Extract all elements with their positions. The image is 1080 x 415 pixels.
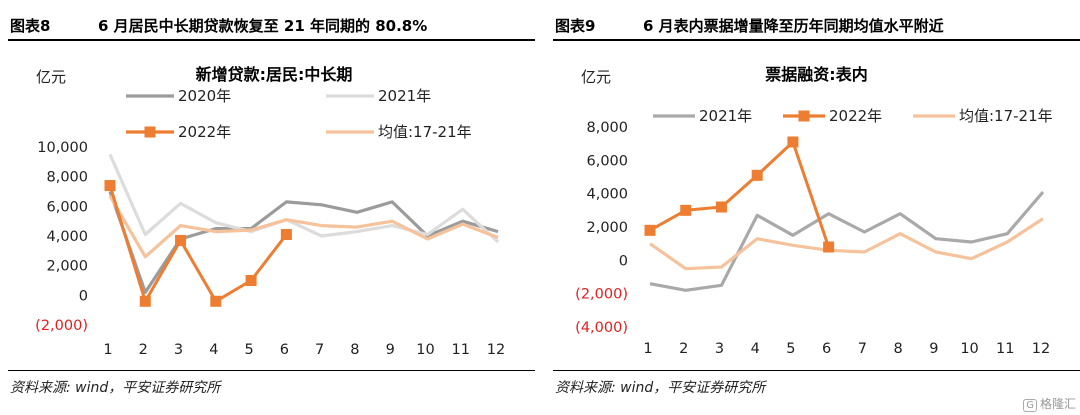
legend-label: 均值:17-21年 — [378, 123, 472, 141]
source-note: 资料来源: wind，平安证券研究所 — [555, 380, 766, 396]
y-tick-label: 6,000 — [586, 153, 628, 169]
x-tick-label: 12 — [487, 342, 505, 358]
divider — [553, 370, 1080, 371]
legend-marker — [798, 110, 810, 122]
x-tick-label: 4 — [751, 341, 760, 357]
data-point — [823, 241, 835, 253]
legend-label: 2022年 — [178, 123, 231, 141]
x-tick-label: 6 — [822, 341, 831, 357]
x-tick-label: 5 — [786, 341, 795, 357]
y-tick-label: (4,000) — [575, 320, 628, 336]
x-tick-label: 8 — [350, 342, 359, 358]
legend-label: 均值:17-21年 — [959, 107, 1053, 125]
series-line — [108, 185, 288, 303]
x-tick-label: 11 — [452, 342, 470, 358]
data-point — [280, 229, 292, 241]
figure-panel-8: 图表8 6 月居民中长期贷款恢复至 21 年同期的 80.8% 亿元 新增贷款:居… — [8, 0, 535, 415]
legend-label: 2022年 — [829, 107, 882, 125]
y-tick-label: (2,000) — [575, 287, 628, 303]
x-tick-label: 3 — [174, 342, 183, 358]
data-point — [104, 180, 116, 192]
y-tick-label: 0 — [619, 253, 628, 269]
data-point — [245, 275, 257, 286]
y-tick-label: 10,000 — [37, 140, 88, 156]
legend-label: 2021年 — [378, 87, 431, 105]
watermark-text: 格隆汇 — [1039, 397, 1076, 411]
data-point — [715, 201, 727, 213]
watermark-badge: G — [1023, 399, 1037, 412]
series-line — [649, 140, 831, 248]
x-tick-label: 10 — [416, 342, 434, 358]
x-tick-label: 1 — [103, 342, 112, 358]
y-tick-label: (2,000) — [35, 318, 88, 334]
chart-loans: 亿元 新增贷款:居民:中长期 (2,000) 0 2,000 4,000 6,000 8,00… — [35, 65, 505, 358]
data-point — [680, 204, 692, 216]
x-tick-label: 2 — [679, 341, 688, 357]
chart-title: 新增贷款:居民:中长期 — [196, 65, 353, 84]
series-line — [108, 190, 499, 294]
watermark-logo: G 格隆汇 — [1023, 395, 1076, 412]
figure-header: 图表9 6 月表内票据增量降至历年同期均值水平附近 — [553, 13, 1080, 41]
x-tick-label: 4 — [209, 342, 218, 358]
x-tick-label: 9 — [929, 341, 938, 357]
data-point — [175, 234, 187, 246]
y-tick-label: 8,000 — [586, 120, 628, 136]
chart-title: 票据融资:表内 — [765, 65, 867, 84]
chart-bills: 亿元 票据融资:表内 (4,000) (2,000) 0 2,000 4,000 6,000 8… — [575, 65, 1053, 357]
y-tick-label: 2,000 — [586, 220, 628, 236]
x-tick-label: 6 — [280, 342, 289, 358]
x-tick-label: 7 — [315, 342, 324, 358]
y-tick-label: 4,000 — [586, 187, 628, 203]
unit-label: 亿元 — [36, 68, 66, 86]
y-tick-label: 8,000 — [46, 170, 88, 186]
x-tick-label: 3 — [715, 341, 724, 357]
source-note: 资料来源: wind，平安证券研究所 — [10, 380, 221, 396]
series-line — [108, 153, 500, 244]
x-tick-label: 12 — [1032, 341, 1050, 357]
x-tick-label: 2 — [139, 342, 148, 358]
data-point — [787, 136, 799, 148]
data-point — [210, 295, 222, 307]
y-tick-label: 4,000 — [46, 229, 88, 245]
series-line — [108, 195, 499, 259]
series-line — [649, 190, 1045, 292]
data-point — [139, 295, 151, 307]
figure-header: 图表8 6 月居民中长期贷款恢复至 21 年同期的 80.8% — [8, 13, 535, 41]
legend-marker — [144, 126, 156, 138]
x-tick-label: 7 — [858, 341, 867, 357]
figure-title: 6 月居民中长期贷款恢复至 21 年同期的 80.8% — [98, 17, 428, 35]
x-tick-label: 10 — [960, 341, 978, 357]
data-point — [644, 224, 656, 236]
figure-number: 图表8 — [10, 17, 51, 35]
legend-label: 2021年 — [699, 107, 752, 125]
x-tick-label: 9 — [386, 342, 395, 358]
x-tick-label: 11 — [996, 341, 1014, 357]
x-tick-label: 5 — [244, 342, 253, 358]
y-tick-label: 2,000 — [46, 259, 88, 275]
y-tick-label: 0 — [79, 288, 88, 304]
figure-number: 图表9 — [555, 17, 596, 35]
data-point — [751, 169, 763, 181]
divider — [8, 370, 535, 371]
series-line — [649, 217, 1044, 271]
x-tick-label: 8 — [893, 341, 902, 357]
x-tick-label: 1 — [643, 341, 652, 357]
figure-title: 6 月表内票据增量降至历年同期均值水平附近 — [643, 17, 944, 35]
legend-label: 2020年 — [178, 87, 231, 105]
y-tick-label: 6,000 — [46, 199, 88, 215]
figure-panel-9: 图表9 6 月表内票据增量降至历年同期均值水平附近 亿元 票据融资:表内 (4,00… — [553, 0, 1080, 415]
unit-label: 亿元 — [581, 68, 611, 86]
